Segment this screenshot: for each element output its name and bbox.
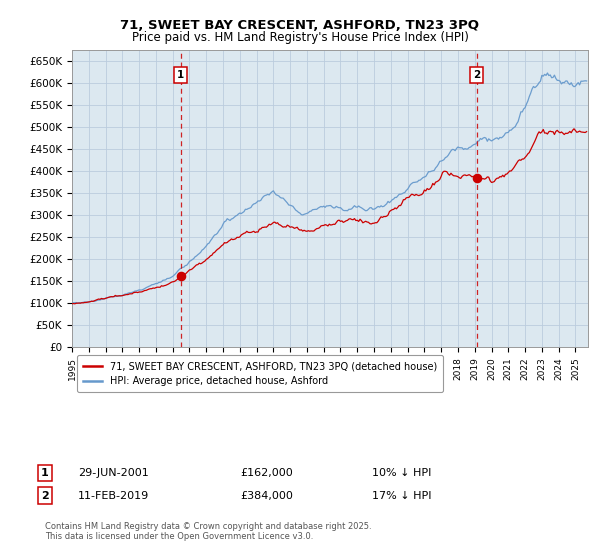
- Text: 10% ↓ HPI: 10% ↓ HPI: [372, 468, 431, 478]
- Text: 2: 2: [41, 491, 49, 501]
- Legend: 71, SWEET BAY CRESCENT, ASHFORD, TN23 3PQ (detached house), HPI: Average price, : 71, SWEET BAY CRESCENT, ASHFORD, TN23 3P…: [77, 355, 443, 392]
- Text: 11-FEB-2019: 11-FEB-2019: [78, 491, 149, 501]
- Text: Price paid vs. HM Land Registry's House Price Index (HPI): Price paid vs. HM Land Registry's House …: [131, 31, 469, 44]
- Text: Contains HM Land Registry data © Crown copyright and database right 2025.
This d: Contains HM Land Registry data © Crown c…: [45, 522, 371, 542]
- Text: £162,000: £162,000: [240, 468, 293, 478]
- Text: 1: 1: [177, 69, 185, 80]
- Text: 17% ↓ HPI: 17% ↓ HPI: [372, 491, 431, 501]
- Text: 2: 2: [473, 69, 481, 80]
- Text: £384,000: £384,000: [240, 491, 293, 501]
- Point: [176, 272, 186, 281]
- Text: 71, SWEET BAY CRESCENT, ASHFORD, TN23 3PQ: 71, SWEET BAY CRESCENT, ASHFORD, TN23 3P…: [121, 18, 479, 32]
- Text: 29-JUN-2001: 29-JUN-2001: [78, 468, 149, 478]
- Point: [472, 174, 482, 183]
- Text: 1: 1: [41, 468, 49, 478]
